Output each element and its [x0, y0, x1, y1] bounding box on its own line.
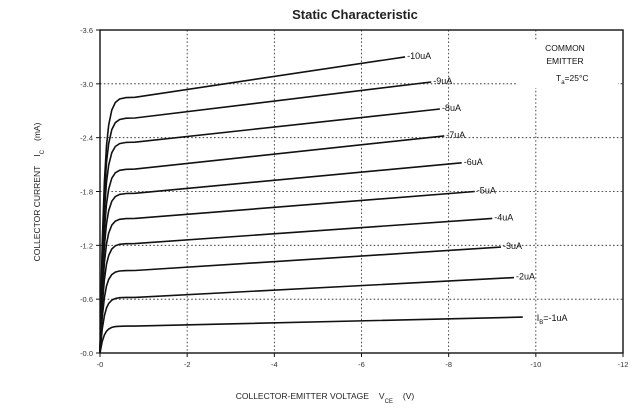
- y-axis-label: COLLECTOR CURRENT IC (mA): [32, 122, 46, 261]
- y-tick-label: -3.6: [80, 26, 93, 35]
- y-tick-label: -2.4: [80, 134, 93, 143]
- common-emitter-note: COMMON EMITTER Ta=25°C: [518, 40, 618, 88]
- note-temp-subscript: a: [561, 80, 565, 86]
- x-axis-unit: (V): [403, 391, 415, 401]
- curve-ibm7ua: [99, 135, 445, 354]
- curve-ibm4ua: [99, 217, 493, 354]
- x-tick-label: -2: [184, 360, 191, 369]
- x-axis-subscript: CE: [385, 399, 393, 405]
- note-temp-value: =25°C: [565, 73, 589, 83]
- x-tick-label: -4: [271, 360, 278, 369]
- curve-label: -6uA: [464, 157, 483, 167]
- y-tick-label: -3.0: [80, 80, 93, 89]
- y-tick-label: -0.0: [80, 349, 93, 358]
- curve-labels: -10uA -9uA -8uA -7uA -6uA -5uA -4uA -3uA -2uA IB=…: [407, 51, 567, 326]
- x-axis-symbol: V: [379, 391, 385, 401]
- y-axis-symbol: I: [32, 154, 42, 156]
- curve-label: -10uA: [407, 51, 431, 61]
- x-tick-label: -0: [97, 360, 104, 369]
- curve-label: IB=-1uA: [537, 313, 568, 326]
- curve-label: -7uA: [446, 130, 465, 140]
- x-axis-label-text: COLLECTOR-EMITTER VOLTAGE: [236, 391, 370, 401]
- chart-title: Static Characteristic: [292, 7, 418, 22]
- curve-label: -3uA: [503, 241, 522, 251]
- curve-ibm6ua: [99, 162, 462, 354]
- curve-label: -2uA: [516, 272, 535, 282]
- x-axis-label: COLLECTOR-EMITTER VOLTAGE VCE (V): [236, 391, 415, 405]
- x-tick-label: -10: [530, 360, 541, 369]
- y-tick-label: -0.6: [80, 295, 93, 304]
- curve-label: -8uA: [442, 103, 461, 113]
- y-tick-label: -1.8: [80, 188, 93, 197]
- curve-label: -9uA: [433, 76, 452, 86]
- x-tick-label: -6: [358, 360, 365, 369]
- curve-ibm2ua: [99, 276, 515, 354]
- y-tick-label: -1.2: [80, 241, 93, 250]
- curve-label: -5uA: [477, 186, 496, 196]
- curve-label: -4uA: [494, 212, 513, 222]
- curve-ibm8ua: [99, 108, 440, 354]
- curve-ibm5ua: [99, 190, 475, 354]
- note-background: [518, 40, 618, 88]
- note-line-3: Ta=25°C: [556, 73, 589, 86]
- x-axis-ticks: -0 -2 -4 -6 -8 -10 -12: [97, 353, 629, 369]
- note-temp-symbol: T: [556, 73, 561, 83]
- note-line-2: EMITTER: [546, 56, 583, 66]
- x-tick-label: -8: [445, 360, 452, 369]
- y-axis-unit: (mA): [32, 122, 42, 141]
- y-axis-subscript: C: [40, 149, 46, 154]
- curve-ibm1ua: [99, 316, 523, 354]
- y-axis-label-text: COLLECTOR CURRENT: [32, 166, 42, 262]
- y-axis-ticks: -0.0 -0.6 -1.2 -1.8 -2.4 -3.0 -3.6: [80, 26, 100, 358]
- curve-ibm10ua: [99, 56, 406, 354]
- note-line-1: COMMON: [545, 43, 585, 53]
- curve-ibm3ua: [99, 246, 502, 354]
- curves: [99, 56, 523, 354]
- x-tick-label: -12: [618, 360, 629, 369]
